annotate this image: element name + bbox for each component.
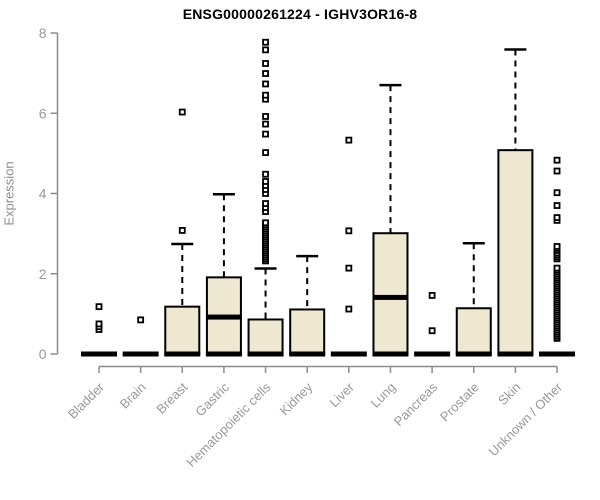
outlier-point: [345, 227, 353, 235]
zero-median-bar: [497, 351, 534, 357]
zero-median-bar: [539, 351, 576, 357]
boxplot-gastric: [205, 193, 242, 357]
boxplot-lung: [372, 83, 409, 357]
outlier-point: [262, 38, 269, 46]
outlier-point: [553, 264, 561, 272]
boxplot-skin: [497, 48, 534, 357]
outlier-point: [262, 130, 269, 138]
chart-title: ENSG00000261224 - IGHV3OR16-8: [182, 6, 418, 22]
zero-median-bar: [164, 351, 201, 357]
zero-median-bar: [122, 351, 159, 357]
x-category-label: Kidney: [277, 379, 316, 418]
iqr-box: [164, 305, 201, 355]
outlier-point: [262, 120, 269, 128]
outlier-point: [428, 292, 436, 299]
x-category-label: Unknown / Other: [486, 379, 566, 459]
x-category-label: Lung: [368, 380, 399, 411]
outlier-point: [262, 219, 269, 227]
x-category-label: Bladder: [65, 379, 108, 422]
boxplot-kidney: [289, 254, 326, 357]
y-tick-label: 2: [39, 266, 47, 282]
outlier-point: [178, 227, 186, 234]
outlier-point: [553, 243, 561, 250]
outlier-point: [553, 167, 561, 175]
outlier-point: [95, 303, 103, 311]
outlier-point: [262, 178, 269, 185]
outlier-point: [95, 320, 103, 328]
boxplot-breast: [164, 108, 201, 357]
x-category-label: Liver: [326, 379, 357, 410]
x-category-label: Breast: [153, 379, 190, 416]
x-category-label: Pancreas: [391, 379, 441, 429]
zero-median-bar: [372, 351, 409, 357]
outlier-point: [262, 170, 269, 178]
outlier-point: [553, 202, 561, 209]
iqr-box: [289, 308, 326, 355]
boxplot-pancreas: [414, 292, 451, 357]
outlier-point: [553, 189, 561, 197]
outlier-point: [262, 113, 269, 120]
outlier-point: [553, 214, 561, 221]
boxplot-bladder: [81, 303, 117, 357]
zero-median-bar: [289, 351, 326, 357]
x-category-label: Brain: [117, 380, 149, 412]
outlier-point: [345, 264, 353, 272]
y-tick-label: 0: [39, 346, 47, 362]
outlier-point: [262, 200, 269, 207]
outlier-point: [137, 316, 145, 324]
outlier-point: [345, 136, 353, 144]
iqr-box: [372, 232, 409, 356]
zero-median-bar: [330, 351, 367, 357]
outlier-point: [262, 46, 269, 54]
median-line: [206, 314, 241, 320]
iqr-box: [247, 318, 284, 355]
iqr-box: [497, 149, 534, 355]
outlier-point: [178, 108, 186, 116]
zero-median-bar: [81, 351, 117, 357]
zero-median-bar: [414, 351, 451, 357]
x-category-label: Gastric: [192, 379, 232, 419]
outlier-point: [262, 80, 269, 88]
y-tick-label: 4: [39, 186, 47, 202]
y-tick-label: 6: [39, 105, 47, 121]
outlier-point: [262, 70, 269, 77]
y-tick-label: 8: [39, 25, 47, 41]
boxplot-hematopoietic-cells: [247, 38, 284, 357]
boxplot-prostate: [455, 242, 492, 357]
boxplot-liver: [330, 136, 367, 357]
outlier-point: [262, 60, 269, 67]
zero-median-bar: [455, 351, 492, 357]
x-category-label: Prostate: [437, 380, 482, 425]
outlier-point: [553, 156, 561, 164]
outlier-point: [262, 91, 269, 99]
boxplot-unknown-other: [539, 156, 576, 357]
outlier-point: [262, 149, 269, 156]
boxplot-brain: [122, 316, 159, 357]
zero-median-bar: [247, 351, 284, 357]
iqr-box: [455, 307, 492, 356]
outlier-point: [345, 305, 353, 313]
median-line: [373, 294, 408, 300]
x-category-label: Skin: [495, 380, 523, 408]
outlier-point: [428, 327, 436, 335]
zero-median-bar: [205, 351, 242, 357]
